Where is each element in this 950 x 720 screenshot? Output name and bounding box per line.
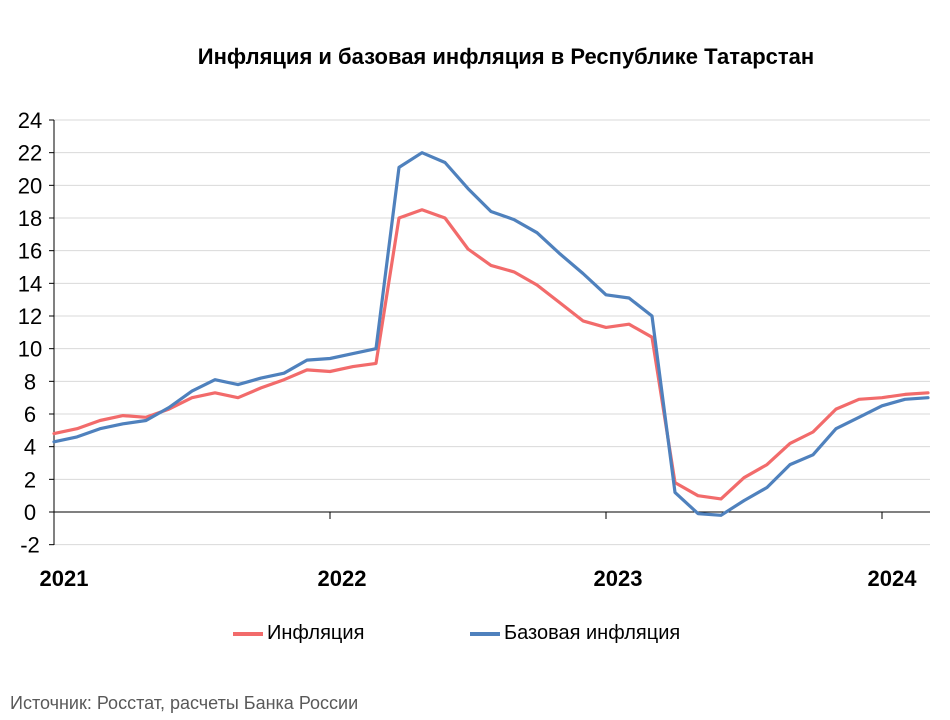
y-tick-label: 0	[24, 500, 36, 525]
y-tick-label: 6	[24, 402, 36, 427]
y-tick-label: 18	[18, 206, 42, 231]
y-tick-label: 20	[18, 173, 42, 198]
source-note: Источник: Росстат, расчеты Банка России	[10, 693, 359, 713]
legend-label-core-inflation: Базовая инфляция	[504, 622, 681, 644]
legend-item-core-inflation: Базовая инфляция	[470, 622, 680, 645]
x-tick-label: 2022	[318, 566, 367, 591]
chart-title: Инфляция и базовая инфляция в Республике…	[197, 44, 815, 69]
series-line-inflation	[52, 208, 930, 501]
y-tick-label: 4	[24, 435, 36, 460]
y-tick-label: 22	[18, 141, 42, 166]
x-axis: 2021 2022 2023 2024	[40, 511, 930, 591]
series-lines	[52, 151, 930, 517]
legend-item-inflation: Инфляция	[233, 622, 364, 645]
y-tick-label: 16	[18, 239, 42, 264]
y-tick-label: 2	[24, 467, 36, 492]
y-tick-label: 12	[18, 304, 42, 329]
y-tick-label: -2	[20, 533, 40, 558]
series-line-core-inflation	[52, 151, 930, 517]
x-tick-label: 2024	[868, 566, 918, 591]
x-tick-label: 2021	[40, 566, 89, 591]
y-tick-label: 8	[24, 369, 36, 394]
legend-swatch-inflation	[233, 631, 263, 636]
y-tick-label: 10	[18, 337, 42, 362]
legend-label-inflation: Инфляция	[267, 622, 365, 644]
legend-swatch-core-inflation	[470, 631, 500, 636]
y-tick-label: 14	[18, 271, 42, 296]
x-tick-label: 2023	[594, 566, 643, 591]
y-tick-label: 24	[18, 108, 42, 133]
gridlines	[54, 119, 930, 546]
